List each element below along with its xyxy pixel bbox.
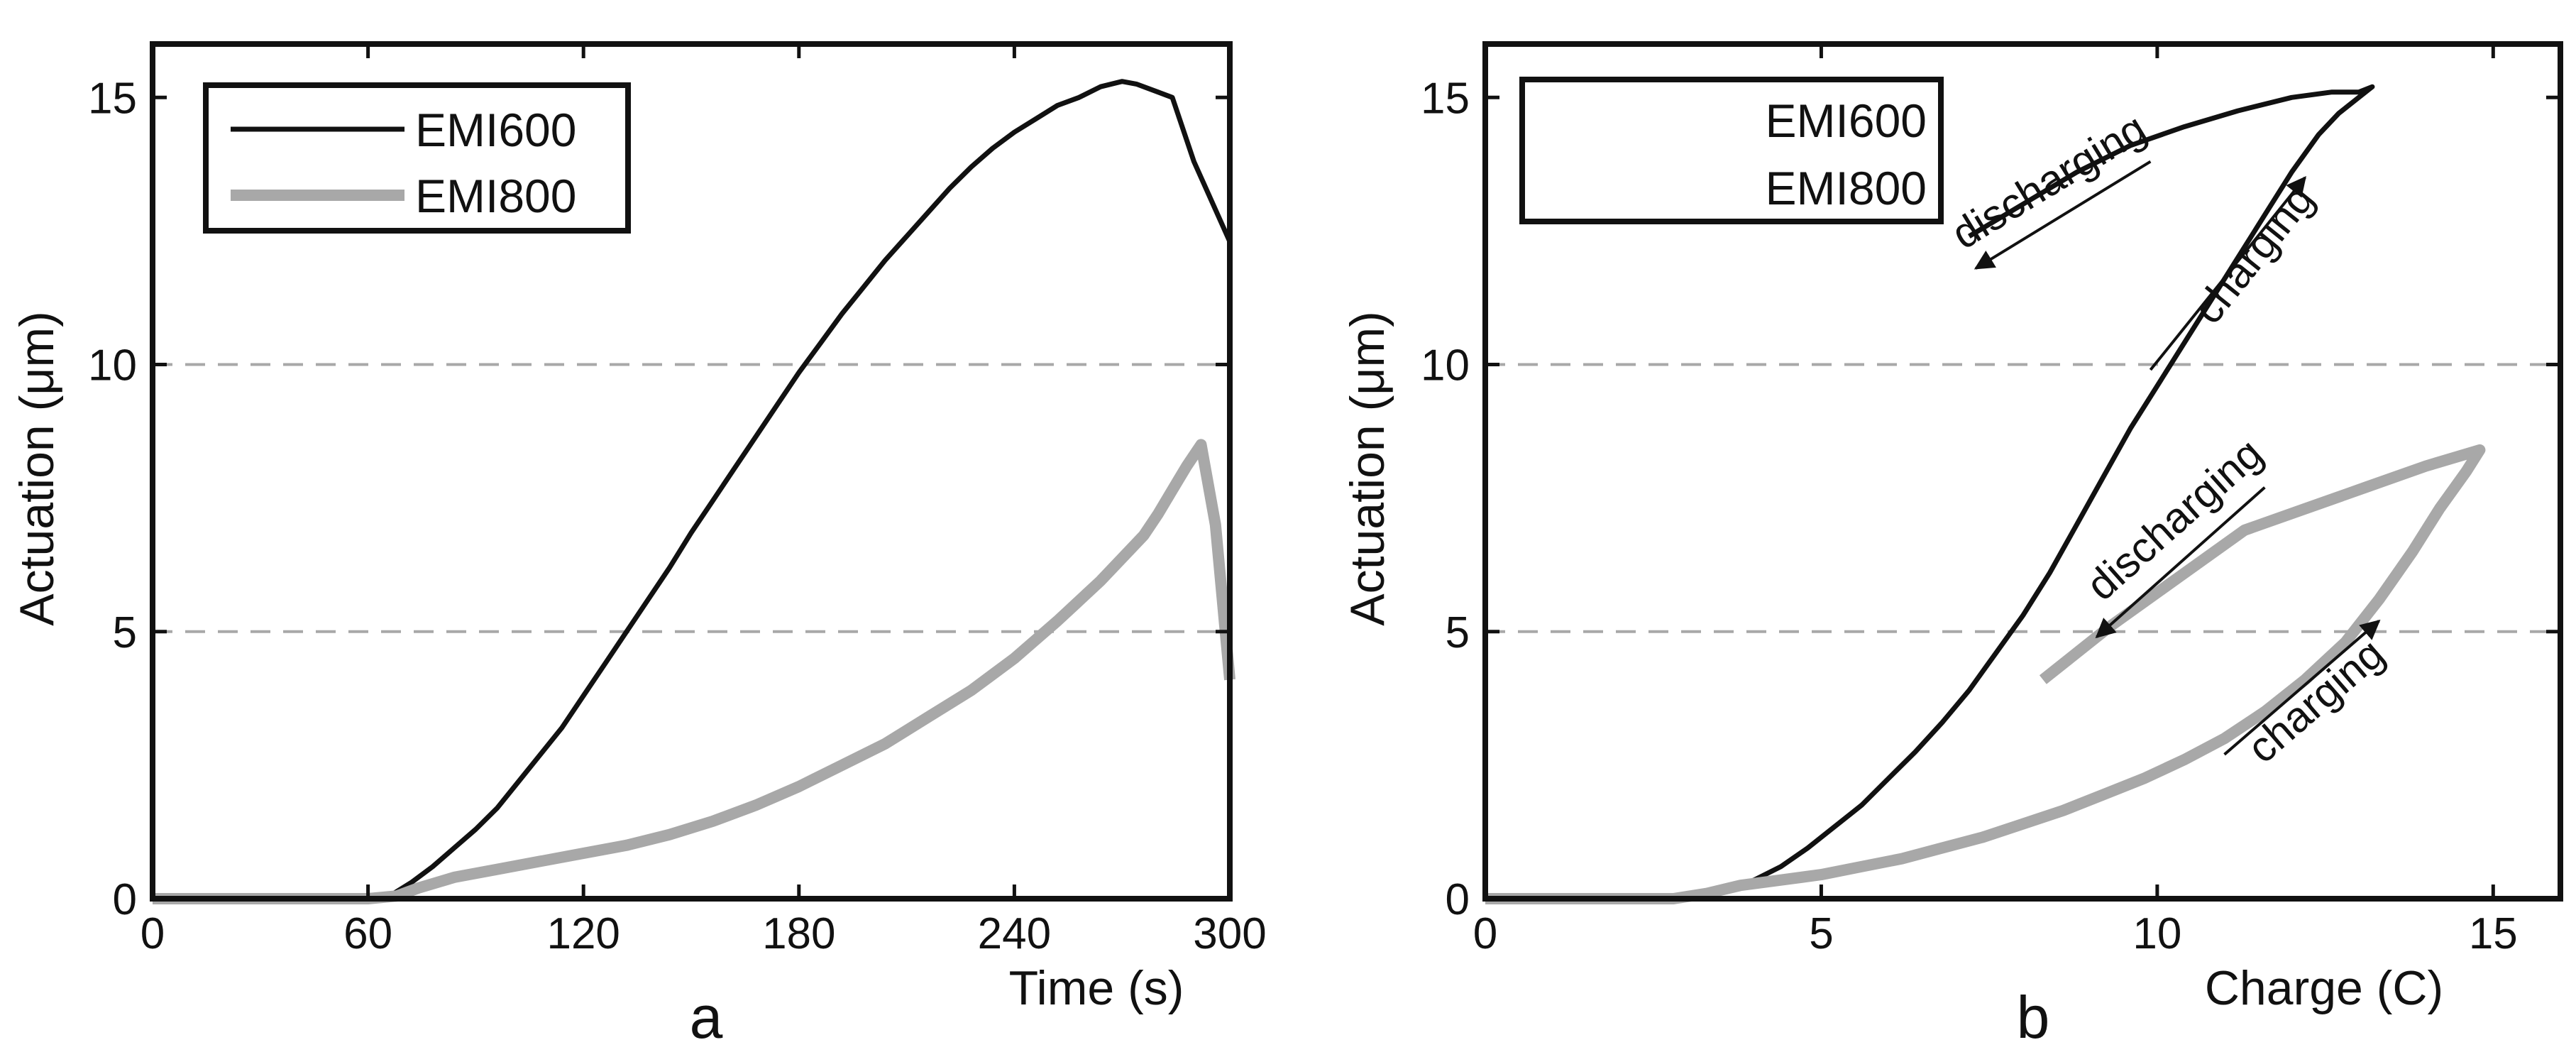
chart-a-legend-box: [203, 82, 631, 234]
chart-a-ytick-label-10: 10: [88, 341, 137, 390]
chart-b-xtick-label-5: 5: [1809, 909, 1833, 958]
chart-a-ytick-label-0: 0: [113, 875, 137, 924]
chart-a: a Time (s) Actuation (μm) 0 60 120 180 240 30…: [10, 41, 1267, 1051]
chart-a-ytick-label-15: 15: [88, 74, 137, 123]
chart-b-annotation-label-3: charging: [2238, 630, 2393, 772]
chart-b-annotation-arrow-2: [2095, 486, 2266, 639]
legend-label-emi600: EMI600: [415, 104, 576, 156]
chart-b-series-emi600: [1485, 84, 2375, 902]
chart-a-xtick-label-120: 120: [546, 909, 620, 958]
chart-a-xtick-label-240: 240: [978, 909, 1051, 958]
chart-b-legend-box: [1519, 77, 1944, 224]
chart-b-annotation-arrow-1: [2149, 175, 2306, 371]
chart-b-xtick-label-10: 10: [2132, 909, 2181, 958]
chart-a-ylabel: Actuation (μm): [10, 311, 64, 626]
chart-b-annotation-label-1: charging: [2184, 175, 2323, 332]
chart-a-frame: [150, 41, 1233, 902]
chart-a-xtick-label-0: 0: [141, 909, 165, 958]
chart-b-legend-label-emi800: EMI800: [1766, 162, 1927, 214]
chart-b-ytick-label-0: 0: [1446, 875, 1470, 924]
chart-b-ytick-label-5: 5: [1446, 608, 1470, 657]
chart-b-frame: [1482, 41, 2563, 902]
chart-a-ytick-label-5: 5: [113, 608, 137, 657]
chart-b-legend: EMI600 EMI800: [1519, 77, 1944, 224]
chart-a-series-emi800: [153, 439, 1235, 904]
chart-b-xtick-label-15: 15: [2469, 909, 2518, 958]
chart-a-legend: EMI600 EMI800: [203, 82, 631, 234]
chart-b-xlabel: Charge (C): [2205, 961, 2443, 1015]
chart-b-series-emi800: [1485, 444, 2486, 904]
chart-b-annotation-arrow-0: [1974, 160, 2152, 270]
chart-a-xtick-label-60: 60: [343, 909, 392, 958]
chart-a-xlabel: Time (s): [1009, 961, 1184, 1015]
chart-b-panel-label: b: [2017, 984, 2050, 1051]
chart-b-ylabel: Actuation (μm): [1341, 311, 1394, 626]
chart-a-panel-label: a: [690, 984, 723, 1051]
chart-b: b Charge (C) Actuation (μm) discharging c…: [1341, 41, 2563, 1051]
legend-label-emi800: EMI800: [415, 170, 576, 222]
chart-b-xtick-label-0: 0: [1473, 909, 1497, 958]
chart-b-ytick-label-15: 15: [1421, 74, 1470, 123]
chart-a-xtick-label-300: 300: [1193, 909, 1266, 958]
chart-a-xtick-label-180: 180: [762, 909, 835, 958]
chart-b-annotation-arrow-3: [2223, 619, 2381, 756]
chart-b-annotation-label-0: discharging: [1944, 104, 2154, 258]
chart-b-legend-label-emi600: EMI600: [1766, 94, 1927, 147]
chart-b-ytick-label-10: 10: [1421, 341, 1470, 390]
chart-a-series-emi600: [153, 79, 1233, 902]
